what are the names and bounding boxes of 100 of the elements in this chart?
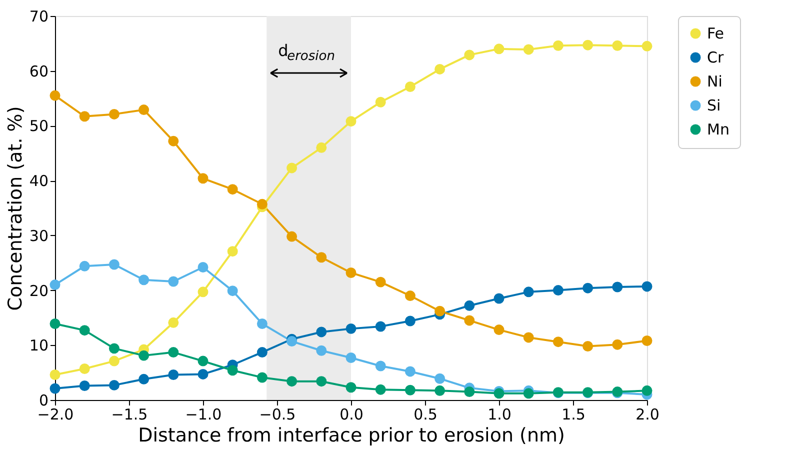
point — [227, 184, 238, 195]
point — [464, 315, 475, 326]
point — [346, 352, 356, 363]
legend-label: Cr — [707, 48, 724, 66]
point — [404, 290, 416, 302]
x-tick-label: −1.5 — [111, 406, 148, 424]
point — [198, 262, 208, 272]
point — [375, 96, 386, 108]
point — [434, 64, 446, 74]
point — [316, 376, 327, 387]
point — [552, 336, 564, 348]
point — [79, 364, 90, 374]
y-tick-label: 10 — [29, 336, 48, 355]
point — [404, 366, 416, 377]
x-tick-label: 1.5 — [562, 406, 586, 424]
point — [108, 380, 120, 390]
y-tick-label: 40 — [29, 172, 48, 190]
point — [138, 274, 150, 286]
point — [316, 326, 327, 338]
point — [50, 370, 60, 380]
point — [582, 282, 594, 294]
point — [108, 343, 120, 354]
point — [256, 372, 268, 383]
point — [108, 259, 120, 270]
point — [138, 104, 150, 116]
point — [168, 347, 179, 358]
point — [523, 286, 534, 298]
point — [50, 280, 60, 290]
y-tick-label: 50 — [29, 117, 48, 136]
point — [50, 90, 60, 101]
x-tick-label: −0.5 — [259, 406, 296, 424]
point — [286, 336, 298, 347]
point — [375, 360, 386, 372]
point — [346, 268, 356, 278]
point — [227, 286, 238, 296]
point — [286, 162, 298, 174]
point — [523, 332, 534, 343]
legend-label: Si — [707, 96, 721, 114]
point — [612, 282, 623, 292]
point — [198, 173, 208, 184]
point — [79, 260, 90, 272]
x-axis-title: Distance from interface prior to erosion (nm) — [138, 424, 565, 446]
point — [582, 40, 594, 50]
point — [79, 325, 90, 336]
point — [168, 136, 179, 146]
point — [286, 231, 298, 242]
point — [612, 40, 623, 51]
point — [494, 293, 504, 304]
point — [612, 339, 623, 350]
y-tick-label: 30 — [29, 226, 48, 245]
point — [464, 386, 475, 398]
point — [198, 286, 208, 298]
point — [79, 380, 90, 391]
x-tick-label: −1.0 — [185, 406, 222, 424]
point — [79, 111, 90, 122]
point — [494, 324, 504, 336]
point — [108, 108, 120, 120]
point — [375, 384, 386, 395]
point — [434, 373, 446, 384]
point — [316, 345, 327, 356]
point — [316, 142, 327, 153]
point — [404, 384, 416, 396]
point — [50, 318, 60, 329]
point — [256, 347, 268, 358]
point — [494, 44, 504, 54]
point — [256, 198, 268, 210]
point — [642, 40, 652, 52]
legend-label: Ni — [707, 72, 722, 90]
point — [523, 44, 534, 55]
point — [168, 276, 179, 287]
point — [198, 356, 208, 366]
point — [375, 276, 386, 288]
point — [494, 388, 504, 399]
point — [316, 252, 327, 263]
x-tick-label: 0.0 — [340, 406, 364, 424]
point — [346, 116, 356, 127]
point — [552, 40, 564, 51]
point — [404, 82, 416, 92]
point — [552, 285, 564, 296]
point — [582, 341, 594, 352]
point — [642, 336, 652, 346]
point — [464, 300, 475, 311]
point — [138, 350, 150, 361]
point — [642, 281, 652, 292]
point — [286, 376, 298, 387]
point — [346, 323, 356, 334]
legend-label: Mn — [707, 120, 730, 138]
point — [227, 365, 238, 376]
x-tick-label: 1.0 — [488, 406, 512, 424]
x-tick-label: 0.5 — [414, 406, 438, 424]
y-tick-label: 20 — [29, 282, 48, 300]
point — [108, 356, 120, 366]
point — [523, 388, 534, 399]
point — [346, 382, 356, 393]
point — [138, 374, 150, 384]
point — [168, 317, 179, 328]
point — [434, 385, 446, 396]
point — [227, 246, 238, 257]
point — [404, 316, 416, 326]
point — [256, 318, 268, 329]
